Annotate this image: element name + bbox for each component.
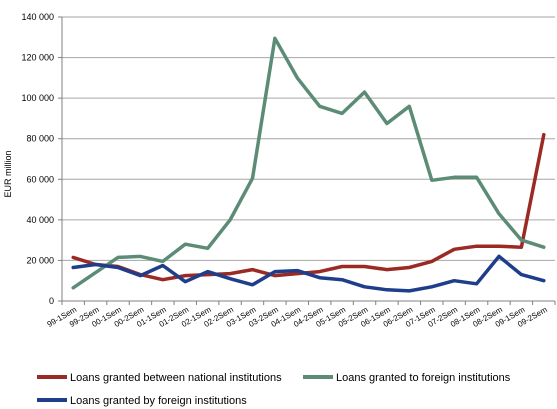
series-line-3 [71,254,546,293]
y-tick-label: 0 [49,296,54,306]
legend: Loans granted between national instituti… [37,372,511,407]
y-axis: 0 20 000 40 000 60 000 80 000 100 000 120 000 1… [21,12,63,306]
y-tick-label: 20 000 [26,255,54,265]
y-tick-label: 60 000 [26,174,54,184]
y-tick-label: 80 000 [26,134,54,144]
series-lines [71,36,546,293]
x-axis: 99-1Sem99-2Sem00-1Sem00-2Sem01-1Sem01-2S… [46,300,556,329]
y-tick-label: 120 000 [21,53,54,63]
legend-label: Loans granted between national instituti… [70,372,282,384]
y-axis-label: EUR million [3,150,13,197]
y-tick-label: 40 000 [26,215,54,225]
y-tick-label: 100 000 [21,93,54,103]
gridlines [62,16,555,261]
y-tick-label: 140 000 [21,12,54,22]
series-line-2 [71,36,546,290]
legend-label: Loans granted to foreign institutions [336,372,511,384]
legend-label: Loans granted by foreign institutions [70,395,247,407]
